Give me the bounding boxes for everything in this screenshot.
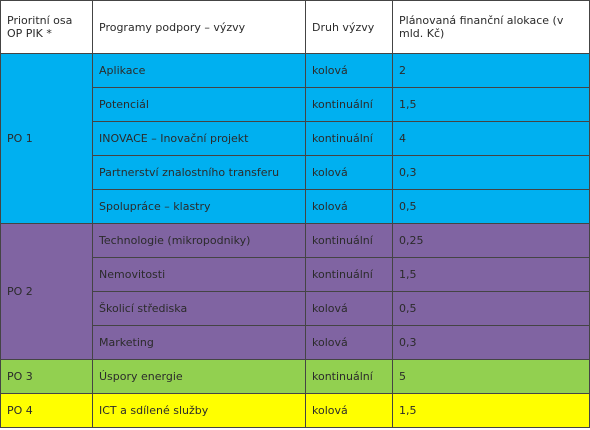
- table-header: Prioritní osa OP PIK * Programy podpory –…: [0, 0, 590, 54]
- type-cell: kolová: [305, 325, 393, 360]
- type-cell: kolová: [305, 291, 393, 326]
- allocation-cell: 5: [392, 359, 590, 394]
- program-cell: Nemovitosti: [92, 257, 306, 292]
- table-row: Potenciál kontinuální 1,5: [1, 87, 590, 122]
- table-row: Školicí střediska kolová 0,5: [1, 291, 590, 326]
- program-cell: Potenciál: [92, 87, 306, 122]
- allocation-cell: 0,3: [392, 325, 590, 360]
- axis-cell: PO 4: [0, 393, 93, 428]
- allocation-cell: 1,5: [392, 393, 590, 428]
- header-row: Prioritní osa OP PIK * Programy podpory –…: [0, 0, 590, 54]
- program-cell: Úspory energie: [92, 359, 306, 394]
- allocation-cell: 0,5: [392, 189, 590, 224]
- axis-cell: PO 1: [0, 53, 93, 224]
- axis-cell: PO 3: [0, 359, 93, 394]
- type-cell: kontinuální: [305, 359, 393, 394]
- allocation-cell: 0,3: [392, 155, 590, 190]
- program-cell: Aplikace: [92, 53, 306, 88]
- table-row: Marketing kolová 0,3: [1, 325, 590, 360]
- allocation-cell: 1,5: [392, 257, 590, 292]
- table-row: PO 3 Úspory energie kontinuální 5: [0, 359, 590, 394]
- header-cell: Druh výzvy: [305, 0, 393, 54]
- type-cell: kolová: [305, 53, 393, 88]
- header-cell: Prioritní osa OP PIK *: [0, 0, 93, 54]
- table-row: PO 1 Aplikace kolová 2: [0, 53, 590, 224]
- program-cell: Technologie (mikropodniky): [92, 223, 306, 258]
- type-cell: kontinuální: [305, 121, 393, 156]
- header-cell: Programy podpory – výzvy: [92, 0, 306, 54]
- program-cell: ICT a sdílené služby: [92, 393, 306, 428]
- type-cell: kolová: [305, 393, 393, 428]
- type-cell: kolová: [305, 189, 393, 224]
- header-cell: Plánovaná finanční alokace (v mld. Kč): [392, 0, 590, 54]
- program-cell: Spolupráce – klastry: [92, 189, 306, 224]
- table-row: PO 2 Technologie (mikropodniky) kontinuáln…: [0, 223, 590, 360]
- type-cell: kontinuální: [305, 87, 393, 122]
- type-cell: kontinuální: [305, 257, 393, 292]
- type-cell: kontinuální: [305, 223, 393, 258]
- allocation-cell: 2: [392, 53, 590, 88]
- program-cell: Partnerství znalostního transferu: [92, 155, 306, 190]
- allocation-cell: 4: [392, 121, 590, 156]
- axis-cell: PO 2: [0, 223, 93, 360]
- table-row: PO 4 ICT a sdílené služby kolová 1,5: [0, 393, 590, 428]
- program-cell: INOVACE – Inovační projekt: [92, 121, 306, 156]
- type-cell: kolová: [305, 155, 393, 190]
- program-cell: Marketing: [92, 325, 306, 360]
- table-body: PO 1 Aplikace kolová 2 Potenciál kontinuální 1…: [0, 53, 590, 428]
- table-row: INOVACE – Inovační projekt kontinuální 4: [1, 121, 590, 156]
- program-cell: Školicí střediska: [92, 291, 306, 326]
- allocation-cell: 1,5: [392, 87, 590, 122]
- allocation-cell: 0,5: [392, 291, 590, 326]
- allocation-cell: 0,25: [392, 223, 590, 258]
